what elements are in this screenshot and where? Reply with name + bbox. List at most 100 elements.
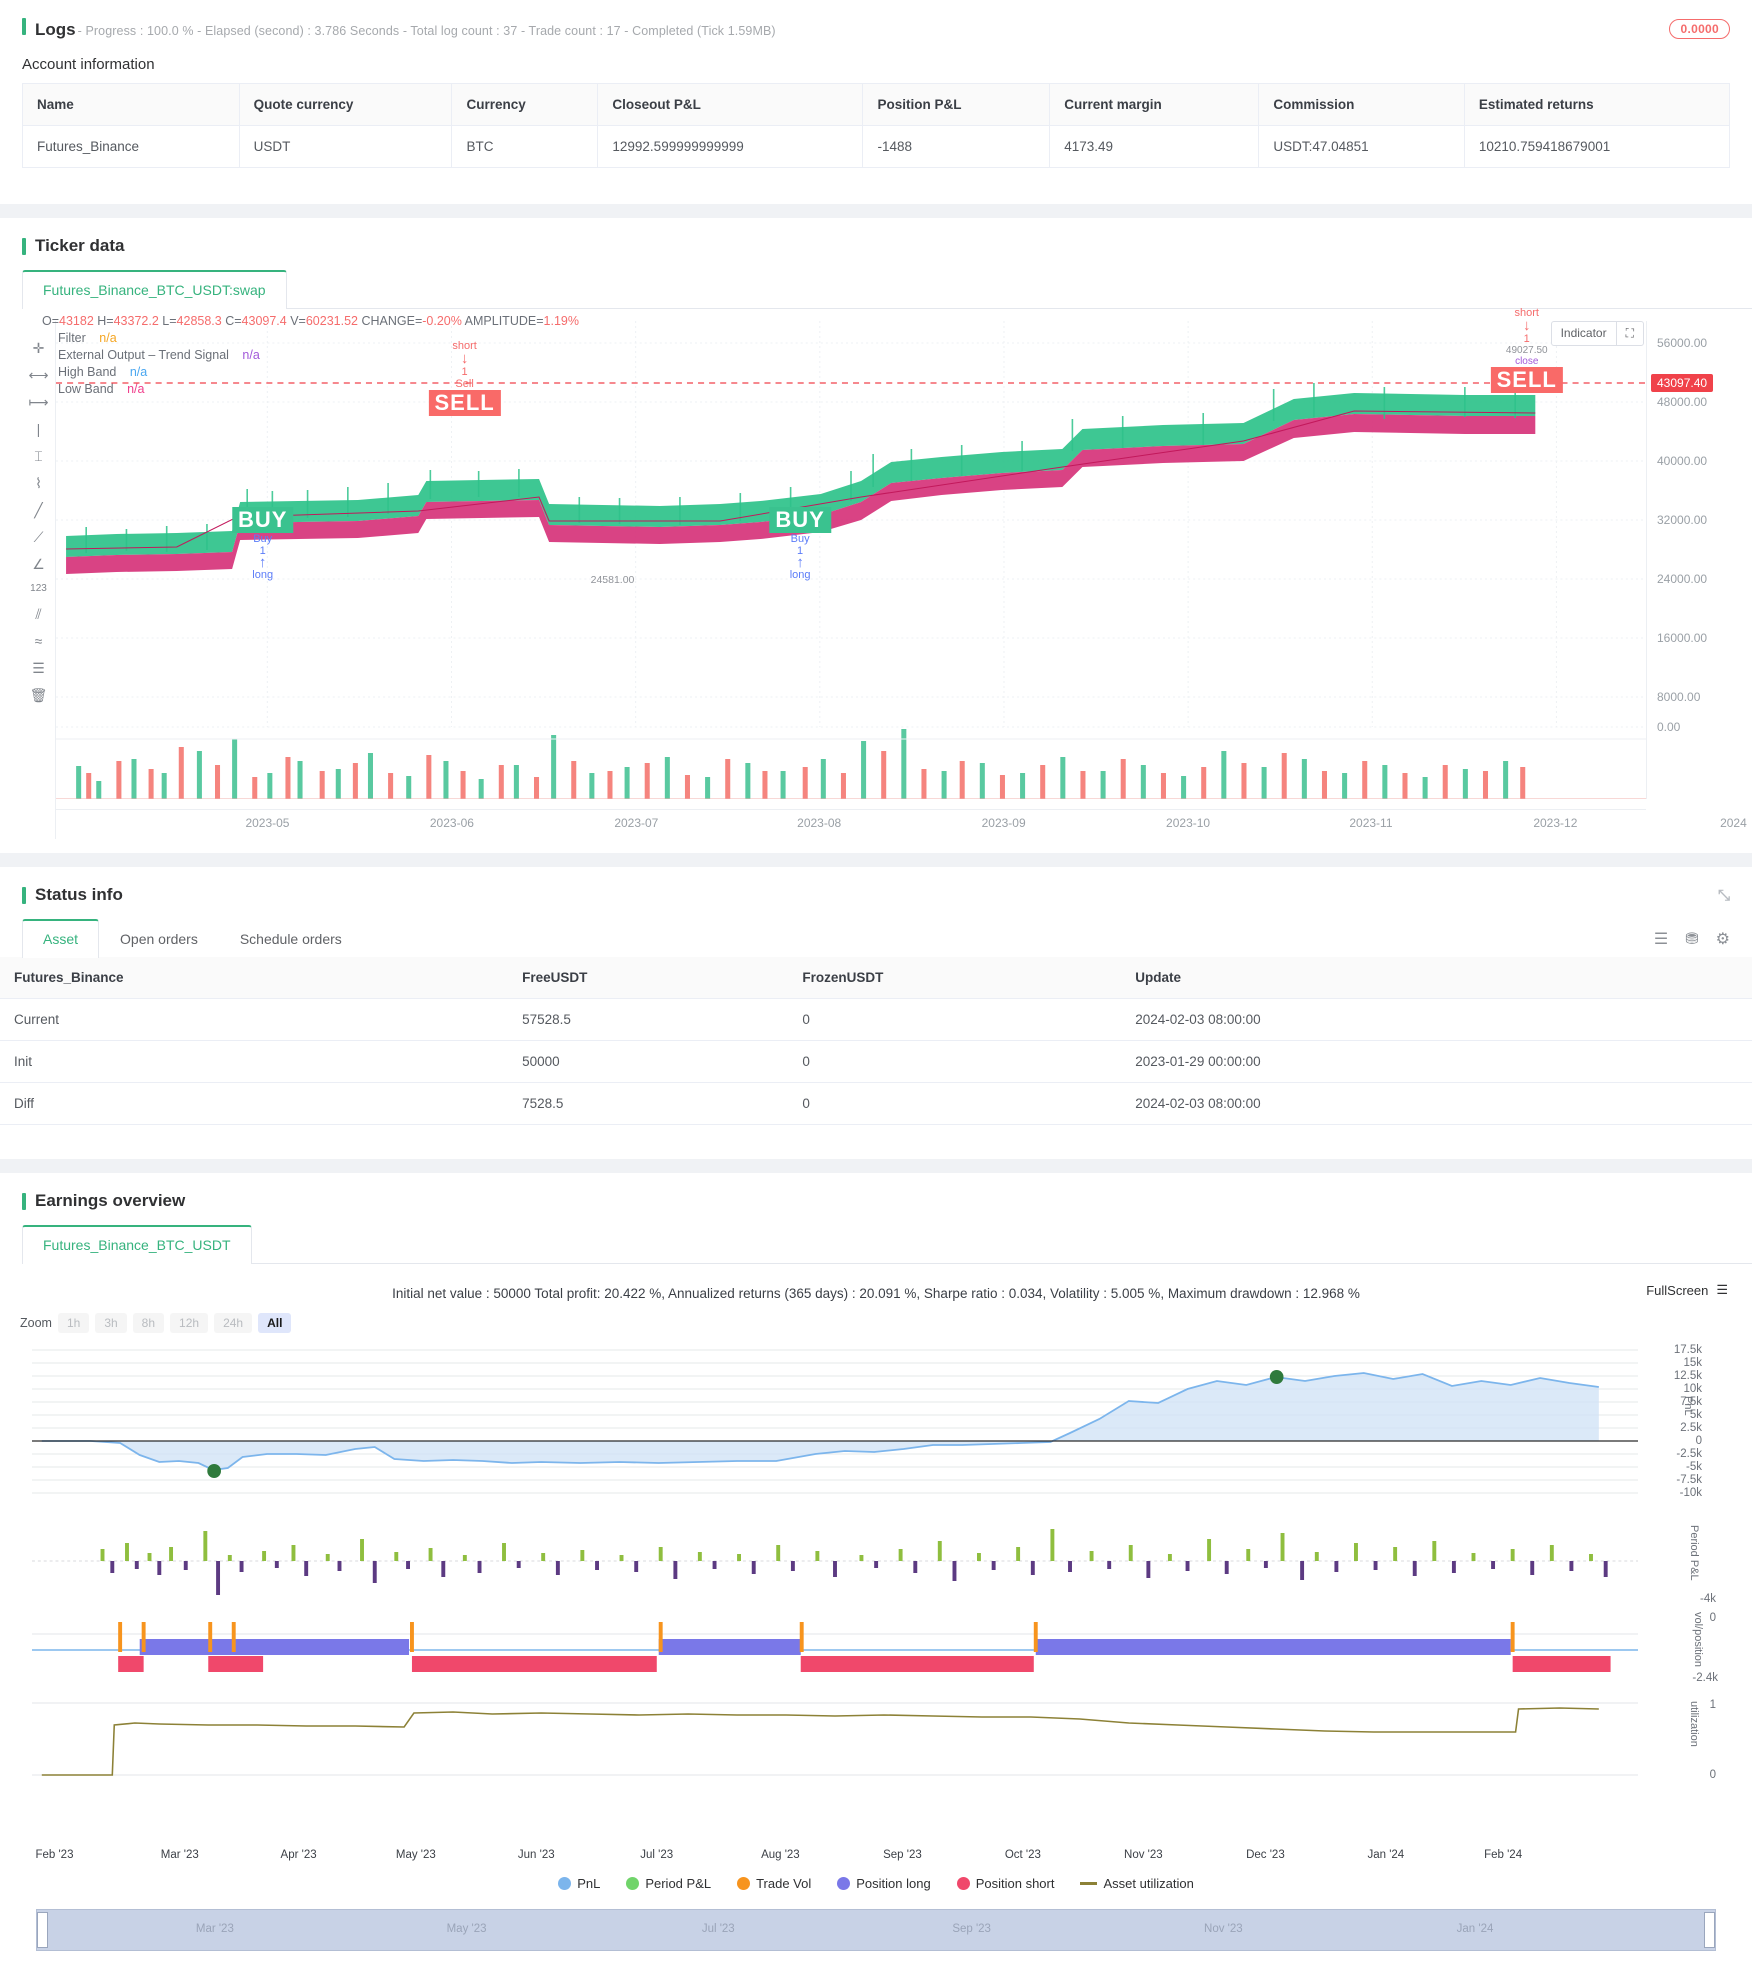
pnl-tick-5: 5k: [1689, 1409, 1702, 1421]
tab-open-orders[interactable]: Open orders: [120, 931, 198, 947]
y-tick-7: 0.00: [1657, 720, 1681, 734]
trash-icon[interactable]: 🗑: [29, 687, 48, 703]
tab-futures-binance-btc-usdt[interactable]: Futures_Binance_BTC_USDT: [22, 1225, 252, 1264]
cell-label: Diff: [0, 1082, 509, 1125]
crosshair-icon[interactable]: ✛: [32, 340, 45, 356]
e-x-tick-2: Apr '23: [280, 1849, 317, 1861]
volume-label: V=: [290, 314, 306, 328]
range-scrollbar[interactable]: Mar '23 May '23 Jul '23 Sep '23 Nov '23 …: [36, 1909, 1716, 1951]
horizontal-line-icon[interactable]: ⟷: [28, 367, 49, 383]
pnl-tick-0: 17.5k: [1673, 1344, 1702, 1356]
vertical-line-icon[interactable]: |: [36, 421, 41, 437]
earnings-chart[interactable]: PnL 17.5k 15k 12.5k 10k 7.5k 5k 2.5k 0 -…: [18, 1341, 1734, 1961]
zoom-label: Zoom: [20, 1316, 52, 1330]
angle-icon[interactable]: ∠: [32, 556, 45, 572]
legend-item-asset-utilization[interactable]: Asset utilization: [1080, 1876, 1194, 1891]
cell-label[interactable]: Current: [0, 998, 509, 1041]
vol-tick-1: -2.4k: [1692, 1672, 1718, 1684]
indicator-control[interactable]: Indicator ⛶: [1550, 321, 1644, 346]
legend-item-position-long[interactable]: Position long: [837, 1876, 931, 1891]
legend-label-trade-vol: Trade Vol: [756, 1876, 812, 1891]
list-icon[interactable]: ☰: [1653, 931, 1669, 948]
volume-bars: [76, 729, 1526, 799]
zoom-12h[interactable]: 12h: [170, 1313, 209, 1333]
cell-free: 7528.5: [508, 1082, 789, 1125]
collapse-icon[interactable]: ⤡: [1717, 886, 1730, 904]
status-badge: 0.0000: [1669, 19, 1730, 39]
expand-icon[interactable]: ⛶: [1615, 322, 1643, 345]
fullscreen-label[interactable]: FullScreen: [1646, 1282, 1709, 1298]
fib-icon[interactable]: ⟋: [33, 529, 44, 545]
zoom-1h[interactable]: 1h: [57, 1313, 90, 1333]
candlestick-plot[interactable]: BUY Buy 1 ↑ long short ↓ 1 Sell SELL 245…: [56, 307, 1646, 800]
scroll-handle-right[interactable]: [1704, 1912, 1715, 1948]
logs-panel: Logs - Progress : 100.0 % - Elapsed (sec…: [0, 0, 1752, 204]
pitchfork-icon[interactable]: ≈: [34, 633, 43, 649]
grid-lines: [56, 321, 1646, 728]
price-svg: [56, 321, 1646, 800]
peak-marker: [1269, 1370, 1284, 1384]
price-annotation-value: 24581.00: [590, 574, 635, 587]
zoom-8h[interactable]: 8h: [132, 1313, 165, 1333]
indicator-value-low-band: n/a: [127, 382, 145, 396]
zoom-24h[interactable]: 24h: [214, 1313, 253, 1333]
chart-drawing-toolbar[interactable]: ✛ ⟷ ⟼ | ⌶ ⌇ ╱ ⟋ ∠ 123 ⫽ ≈ ☰ 🗑: [22, 321, 56, 839]
indicator-button[interactable]: Indicator: [1560, 326, 1607, 340]
table-header-row: Name Quote currency Currency Closeout P&…: [22, 83, 1731, 126]
earnings-legend: PnL Period P&L Trade Vol Position long P…: [18, 1876, 1734, 1891]
cell-position-pl: -1488: [862, 125, 1051, 168]
earnings-overview-panel: Earnings overview Futures_Binance_BTC_US…: [0, 1173, 1752, 1977]
cloud-download-icon[interactable]: ⛃: [1685, 931, 1699, 948]
trade-marker-sell-2: short ↓ 1 49027.50 close SELL: [1490, 306, 1563, 393]
ray-icon[interactable]: ⌇: [35, 475, 42, 491]
period-pl-positive-bars: [100, 1529, 1593, 1561]
segment-icon[interactable]: ⌶: [34, 448, 43, 464]
e-x-tick-5: Jul '23: [640, 1849, 674, 1861]
tab-futures-binance-btc-usdt-swap[interactable]: Futures_Binance_BTC_USDT:swap: [22, 270, 287, 309]
tab-asset[interactable]: Asset: [22, 919, 100, 958]
cell-update: 2024-02-03 08:00:00: [1121, 998, 1752, 1041]
e-x-tick-8: Oct '23: [1004, 1849, 1041, 1861]
legend-item-trade-vol[interactable]: Trade Vol: [737, 1876, 811, 1891]
cell-free: 57528.5: [508, 998, 789, 1041]
ticker-tabs: Futures_Binance_BTC_USDT:swap: [22, 270, 1752, 309]
x-tick-7: 2023-12: [1533, 816, 1578, 830]
legend-item-period-pl[interactable]: Period P&L: [626, 1876, 711, 1891]
pnl-tick-9: -5k: [1686, 1461, 1702, 1473]
cell-commission: USDT:47.04851: [1258, 125, 1465, 168]
text-number-icon[interactable]: 123: [30, 583, 47, 594]
price-x-axis: 2023-05 2023-06 2023-07 2023-08 2023-09 …: [56, 809, 1747, 835]
arrow-line-icon[interactable]: ⟼: [28, 394, 49, 410]
pnl-tick-7: 0: [1695, 1435, 1702, 1447]
fullscreen-control[interactable]: FullScreen ☰: [1646, 1282, 1728, 1298]
e-x-tick-4: Jun '23: [517, 1849, 555, 1861]
cell-update: 2023-01-29 00:00:00: [1121, 1040, 1752, 1083]
col-update: Update: [1121, 957, 1752, 999]
indicator-value-high-band: n/a: [129, 365, 148, 379]
y-tick-4: 24000.00: [1657, 572, 1708, 586]
low-value: 42858.3: [176, 314, 222, 328]
trade-marker-sell-1: short ↓ 1 Sell SELL: [428, 340, 501, 417]
measure-icon[interactable]: ☰: [32, 660, 45, 676]
scroll-tick-5: Jan '24: [1456, 1923, 1494, 1935]
scroll-handle-left[interactable]: [37, 1912, 48, 1948]
indicator-value-filter: n/a: [99, 331, 117, 345]
ohlc-legend: O=43182 H=43372.2 L=42858.3 C=43097.4 V=…: [42, 313, 579, 398]
col-account: Futures_Binance: [0, 957, 509, 999]
zoom-all[interactable]: All: [258, 1313, 292, 1333]
menu-icon[interactable]: ☰: [1716, 1282, 1728, 1297]
parallel-channel-icon[interactable]: ⫽: [35, 606, 42, 622]
sell2-dir: short: [1514, 306, 1539, 319]
ticker-chart[interactable]: ✛ ⟷ ⟼ | ⌶ ⌇ ╱ ⟋ ∠ 123 ⫽ ≈ ☰ 🗑 O=43182 H=…: [22, 307, 1747, 839]
scroll-tick-3: Sep '23: [952, 1923, 991, 1935]
legend-item-pnl[interactable]: PnL: [558, 1876, 600, 1891]
legend-line-asset-utilization: [1080, 1882, 1098, 1885]
gear-icon[interactable]: ⚙: [1715, 931, 1730, 948]
current-price-tag: 43097.40: [1651, 374, 1714, 392]
ticker-data-panel: Ticker data Futures_Binance_BTC_USDT:swa…: [0, 218, 1752, 853]
tab-schedule-orders[interactable]: Schedule orders: [239, 931, 342, 947]
zoom-3h[interactable]: 3h: [95, 1313, 127, 1333]
trend-line-icon[interactable]: ╱: [34, 502, 43, 518]
buy-qty: 1: [259, 545, 266, 558]
legend-item-position-short[interactable]: Position short: [956, 1876, 1054, 1891]
